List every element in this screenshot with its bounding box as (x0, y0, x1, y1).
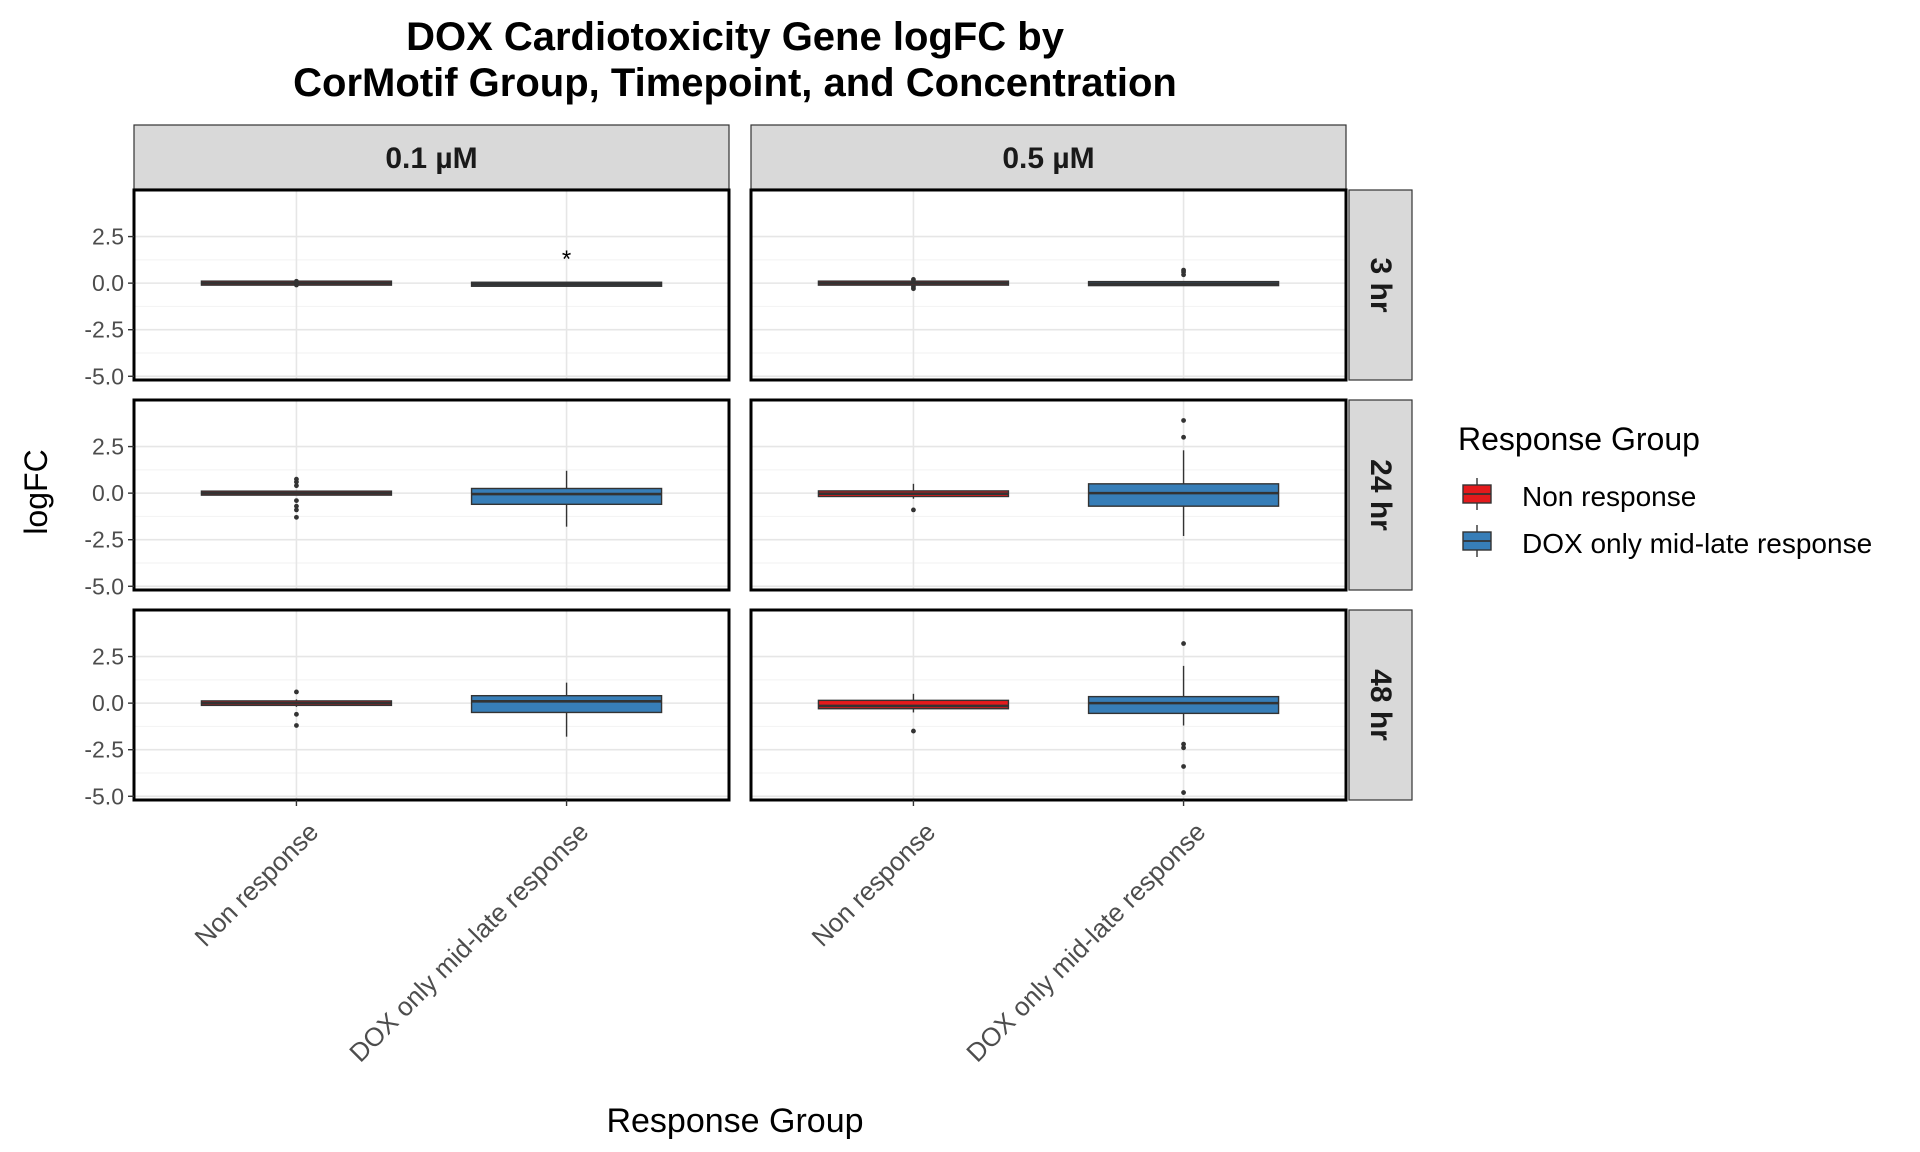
box-dox-only-mid-late-response-outlier (1181, 790, 1186, 795)
chart-title-line-2: CorMotif Group, Timepoint, and Concentra… (293, 61, 1177, 105)
panel-0-1-um-24-hr (132, 398, 731, 592)
y-tick-label: -2.5 (84, 317, 124, 343)
box-non-response-outlier (911, 286, 916, 292)
panel-0-5-um-48-hr-border (749, 608, 1348, 802)
facet-strip-label-48-hr: 48 hr (1364, 669, 1397, 741)
box-non-response-outlier (294, 282, 299, 288)
y-tick-label: -2.5 (84, 737, 124, 763)
box-dox-only-mid-late-response-outlier (1181, 418, 1186, 423)
box-non-response-outlier (294, 503, 299, 509)
y-tick-label: 0.0 (92, 480, 124, 506)
legend-title: Response Group (1458, 421, 1700, 457)
y-tick-label: 2.5 (92, 434, 124, 460)
box-dox-only-mid-late-response (470, 487, 663, 506)
panel-0-5-um-24-hr (749, 398, 1348, 592)
box-non-response (817, 699, 1010, 710)
legend: Response Group Non response DOX only mid… (1458, 421, 1872, 559)
box-non-response-outlier (294, 498, 299, 503)
legend-key-non-response (1462, 478, 1492, 510)
y-tick-label: -2.5 (84, 527, 124, 553)
box-non-response-outlier (294, 479, 299, 485)
facet-strip-label-24-hr: 24 hr (1364, 459, 1397, 531)
box-dox-only-mid-late-response-outlier (1181, 267, 1186, 273)
x-axis-label: Response Group (606, 1102, 863, 1140)
y-tick-label: 2.5 (92, 224, 124, 250)
facet-strip-label-0-5-um: 0.5 µM (1002, 142, 1094, 175)
box-non-response-outlier (911, 278, 916, 284)
box-dox-only-mid-late-response (1087, 483, 1280, 507)
y-tick-label: 0.0 (92, 270, 124, 296)
box-dox-only-mid-late-response-outlier (1181, 434, 1186, 440)
y-tick-label: -5.0 (84, 783, 124, 809)
y-tick-label: -5.0 (84, 363, 124, 389)
panel-0-1-um-3-hr: * (132, 188, 731, 382)
panel-0-5-um-48-hr (749, 608, 1348, 802)
legend-label-dox-only-mid-late-response: DOX only mid-late response (1522, 528, 1872, 559)
box-non-response-outlier (294, 278, 299, 284)
legend-label-non-response: Non response (1522, 481, 1696, 512)
facet-strip-label-3-hr: 3 hr (1364, 257, 1397, 312)
x-tick-label-dox-only-mid-late-response: DOX only mid-late response (343, 817, 594, 1068)
box-non-response-outlier (294, 507, 299, 513)
panel-0-5-um-3-hr-border (749, 188, 1348, 382)
box-dox-only-mid-late-response (1087, 695, 1280, 715)
panel-0-5-um-24-hr-border (749, 398, 1348, 592)
y-tick-label: 2.5 (92, 644, 124, 670)
box-non-response-outlier (911, 507, 916, 513)
box-dox-only-mid-late-response-outlier (1181, 641, 1186, 646)
facet-strip-0-5-um (750, 124, 1347, 190)
facet-strip-24-hr (1348, 399, 1413, 591)
facet-strip-0-1-um (133, 124, 730, 190)
box-non-response-outlier (294, 723, 299, 728)
legend-key-dox-only-mid-late-response (1462, 525, 1492, 557)
panel-0-5-um-3-hr (749, 188, 1348, 382)
box-dox-only-mid-late-response-outlier (1181, 745, 1186, 751)
facet-grid: 0.1 µM 0.5 µM 3 hr 24 hr 48 hr * 2.5 0.0 -2.5 -5.… (84, 124, 1413, 1068)
box-non-response-outlier (294, 483, 299, 489)
box-dox-only-mid-late-response-outlier (1181, 764, 1186, 769)
box-non-response-outlier (294, 711, 299, 717)
facet-strip-48-hr (1348, 609, 1413, 801)
facet-strip-label-0-1-um: 0.1 µM (385, 142, 477, 175)
significance-annotation: * (562, 246, 571, 273)
box-non-response-outlier (911, 728, 916, 734)
y-tick-label: 0.0 (92, 690, 124, 716)
chart-title-line-1: DOX Cardiotoxicity Gene logFC by (406, 15, 1065, 59)
panel-0-1-um-48-hr (132, 608, 731, 802)
facet-strip-3-hr (1348, 189, 1413, 381)
y-axis-label: logFC (18, 449, 54, 534)
x-tick-label-non-response: Non response (806, 817, 942, 953)
box-dox-only-mid-late-response (470, 694, 663, 714)
y-tick-label: -5.0 (84, 573, 124, 599)
panel-0-1-um-24-hr-border (132, 398, 731, 592)
x-tick-label-dox-only-mid-late-response: DOX only mid-late response (960, 817, 1211, 1068)
box-non-response-outlier (294, 514, 299, 520)
x-tick-label-non-response: Non response (189, 817, 325, 953)
box-dox-only-mid-late-response-outlier (1181, 741, 1186, 747)
panel-0-1-um-3-hr-border (132, 188, 731, 382)
panel-0-1-um-48-hr-border (132, 608, 731, 802)
box-non-response-outlier (294, 689, 299, 695)
